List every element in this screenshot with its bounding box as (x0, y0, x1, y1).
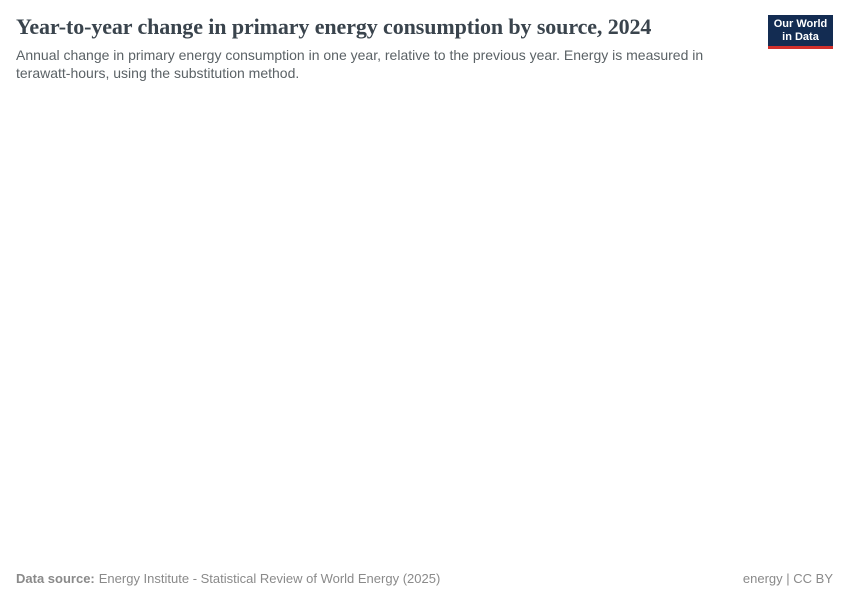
owid-logo-line2: in Data (782, 30, 819, 43)
data-source: Data source: Energy Institute - Statistic… (16, 571, 440, 587)
data-source-value: Energy Institute - Statistical Review of… (98, 571, 441, 587)
chart-subtitle: Annual change in primary energy consumpt… (16, 47, 704, 82)
license-note: energy | CC BY (742, 571, 833, 587)
owid-logo: Our World in Data (768, 15, 833, 49)
chart-footer: Data source: Energy Institute - Statistic… (16, 571, 833, 587)
data-source-label: Data source: (16, 571, 95, 587)
owid-logo-line1: Our World (773, 17, 828, 30)
chart-header: Year-to-year change in primary energy co… (0, 0, 850, 83)
chart-title: Year-to-year change in primary energy co… (16, 14, 652, 39)
plot-area (0, 95, 850, 560)
